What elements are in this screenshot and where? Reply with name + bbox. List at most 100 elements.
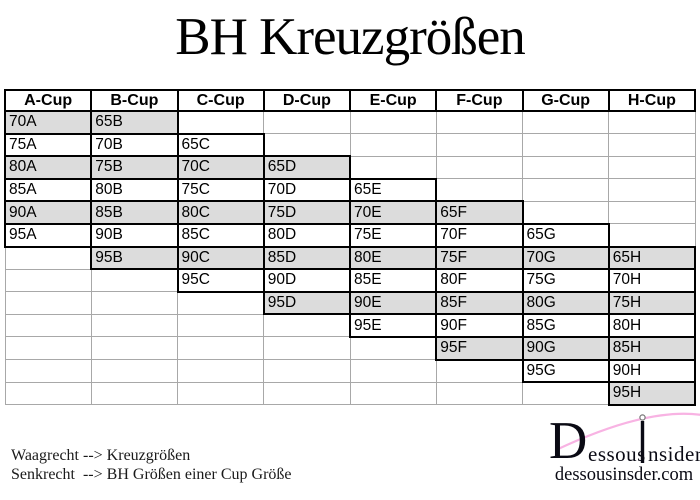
size-cell: 95A <box>3 222 93 248</box>
empty-cell <box>349 359 437 383</box>
size-cell: 70A <box>3 110 93 135</box>
empty-cell <box>90 359 179 383</box>
empty-cell <box>176 381 265 406</box>
empty-cell <box>263 313 351 338</box>
empty-cell <box>435 110 524 135</box>
table-row: 70A 65B <box>3 110 696 135</box>
empty-cell <box>608 133 696 157</box>
empty-cell <box>608 178 696 202</box>
empty-cell <box>608 155 696 180</box>
empty-cell <box>90 291 179 315</box>
size-cell: 80D <box>262 222 352 248</box>
header-cell-f-cup: F-Cup <box>435 89 524 112</box>
size-cell: 90F <box>435 313 524 338</box>
size-cell: 65D <box>262 155 352 180</box>
empty-cell <box>349 133 437 157</box>
empty-cell <box>4 313 92 338</box>
table-row: 95B 90C 85D 80E 75F 70G 65H <box>4 245 697 271</box>
size-cell: 85E <box>348 268 438 293</box>
empty-cell <box>176 336 265 361</box>
empty-cell <box>521 200 610 225</box>
logo-initial: D <box>549 412 588 470</box>
empty-cell <box>349 110 437 135</box>
empty-cell <box>435 155 524 180</box>
size-cell: 65E <box>348 177 438 203</box>
empty-cell <box>521 155 610 180</box>
empty-cell <box>4 291 92 315</box>
brand-logo: D essous nsider dessousinsder.com <box>545 404 700 490</box>
size-cell: 75C <box>176 177 265 203</box>
table-row: 85A 80B 75C 70D 65E <box>3 177 696 203</box>
header-cell-c-cup: C-Cup <box>176 89 265 112</box>
logo-word2-rest: nsider <box>648 442 700 466</box>
size-cell: 85F <box>435 290 524 316</box>
empty-cell <box>90 313 179 338</box>
size-cell: 80A <box>3 155 93 180</box>
size-cell: 70B <box>90 132 179 158</box>
size-table-header: A-Cup B-Cup C-Cup D-Cup E-Cup F-Cup G-Cup H-Cup <box>3 89 697 112</box>
legend-line-vertical: Senkrecht --> BH Größen einer Cup Größe <box>11 465 292 483</box>
empty-cell <box>263 381 351 406</box>
size-cell: 65G <box>521 222 610 248</box>
empty-cell <box>435 381 524 406</box>
size-cell: 95F <box>435 335 524 361</box>
empty-cell <box>90 381 179 406</box>
empty-cell <box>176 291 265 315</box>
empty-cell <box>90 268 179 293</box>
logo-arc <box>554 412 700 452</box>
logo-website: dessousinsder.com <box>554 465 694 485</box>
empty-cell <box>4 381 92 406</box>
empty-cell <box>435 359 524 383</box>
size-cell: 80H <box>607 313 697 338</box>
table-row: 90A 85B 80C 75D 70E 65F <box>3 200 696 225</box>
size-cell: 90C <box>176 245 265 271</box>
empty-cell <box>349 381 437 406</box>
header-cell-d-cup: D-Cup <box>262 89 352 112</box>
table-row: 95C 90D 85E 80F 75G 70H <box>4 268 697 293</box>
header-cell-g-cup: G-Cup <box>521 89 610 112</box>
legend: Waagrecht --> Kreuzgrößen Senkrecht --> … <box>11 447 292 484</box>
size-cell: 95D <box>262 290 352 316</box>
table-row: 95H <box>4 381 697 406</box>
size-cell: 90B <box>90 222 179 248</box>
table-row: 95D 90E 85F 80G 75H <box>4 290 697 316</box>
size-cell: 80G <box>521 290 610 316</box>
empty-cell <box>521 133 610 157</box>
empty-cell <box>608 223 696 248</box>
header-cell-a-cup: A-Cup <box>3 89 93 112</box>
size-cell: 75F <box>435 245 524 271</box>
empty-cell <box>90 336 179 361</box>
size-cell: 85H <box>607 335 697 361</box>
size-cell: 75E <box>348 222 438 248</box>
header-cell-b-cup: B-Cup <box>90 89 179 112</box>
logo-graphic <box>554 412 700 463</box>
size-cell: 95C <box>176 268 265 293</box>
size-cell: 75A <box>3 132 93 158</box>
empty-cell <box>4 246 92 270</box>
size-cell: 70D <box>262 177 352 203</box>
empty-cell <box>349 155 437 180</box>
table-row: 95A 90B 85C 80D 75E 70F 65G <box>3 222 696 248</box>
size-cell: 85A <box>3 177 93 203</box>
empty-cell <box>521 110 610 135</box>
size-cell: 75D <box>262 200 352 225</box>
empty-cell <box>176 110 265 135</box>
size-cell: 70F <box>435 222 524 248</box>
size-cell: 80B <box>90 177 179 203</box>
size-cell: 95H <box>607 381 697 406</box>
size-cell: 90G <box>521 335 610 361</box>
header-row: A-Cup B-Cup C-Cup D-Cup E-Cup F-Cup G-Cup H-Cup <box>3 89 697 112</box>
size-cell: 75G <box>521 268 610 293</box>
size-cell: 70G <box>521 245 610 271</box>
size-cell: 95G <box>521 358 610 384</box>
size-cell: 85D <box>262 245 352 271</box>
size-cell: 80E <box>348 245 438 271</box>
empty-cell <box>349 336 437 361</box>
table-row: 80A 75B 70C 65D <box>3 155 696 180</box>
empty-cell <box>4 359 92 383</box>
size-cell: 85C <box>176 222 265 248</box>
empty-cell <box>435 133 524 157</box>
page-title: BH Kreuzgrößen <box>175 8 526 66</box>
size-cell: 90E <box>348 290 438 316</box>
